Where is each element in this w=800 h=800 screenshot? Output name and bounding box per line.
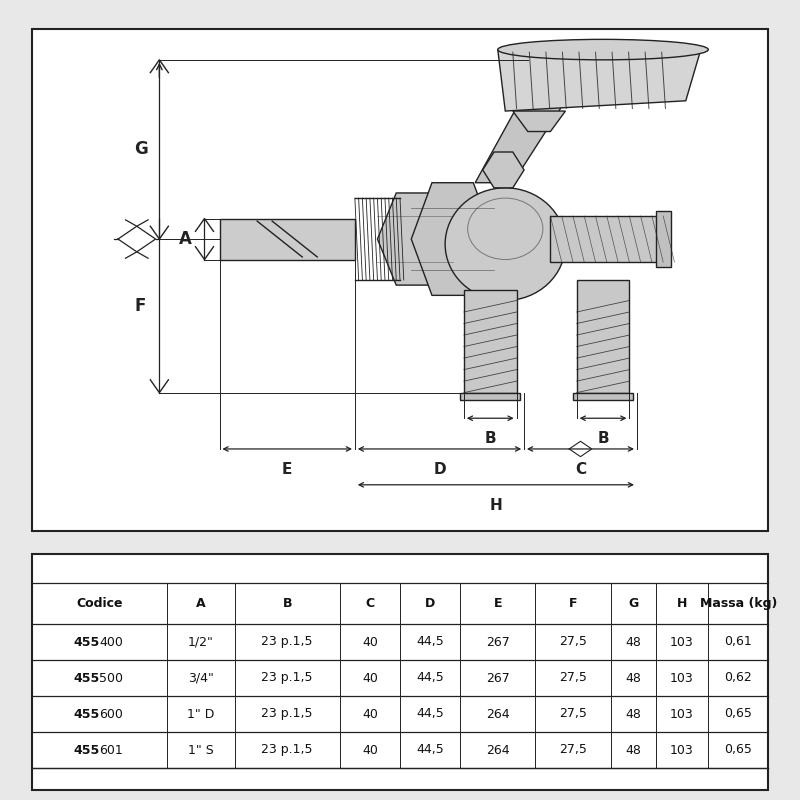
Text: 23 p.1,5: 23 p.1,5 (262, 743, 313, 757)
Text: 264: 264 (486, 743, 510, 757)
Text: 455: 455 (73, 707, 99, 721)
Text: 103: 103 (670, 743, 694, 757)
Text: 48: 48 (625, 671, 641, 685)
Text: Massa (kg): Massa (kg) (700, 597, 777, 610)
Polygon shape (498, 50, 701, 111)
Text: H: H (490, 498, 502, 513)
Text: 23 p.1,5: 23 p.1,5 (262, 635, 313, 649)
Text: 44,5: 44,5 (416, 671, 444, 685)
Text: 0,65: 0,65 (725, 743, 752, 757)
Text: 601: 601 (99, 743, 123, 757)
Text: B: B (485, 431, 496, 446)
Text: E: E (494, 597, 502, 610)
Ellipse shape (445, 188, 566, 301)
Text: 1/2": 1/2" (188, 635, 214, 649)
Text: 0,62: 0,62 (725, 671, 752, 685)
Text: A: A (179, 230, 192, 248)
Text: 44,5: 44,5 (416, 707, 444, 721)
Text: C: C (575, 462, 586, 477)
Text: 267: 267 (486, 635, 510, 649)
Text: G: G (628, 597, 638, 610)
Text: 0,65: 0,65 (725, 707, 752, 721)
Text: D: D (433, 462, 446, 477)
Text: 600: 600 (99, 707, 123, 721)
Text: 27,5: 27,5 (559, 671, 587, 685)
Text: 27,5: 27,5 (559, 707, 587, 721)
Text: B: B (598, 431, 609, 446)
Text: 455: 455 (73, 671, 99, 685)
Text: F: F (569, 597, 578, 610)
Text: 27,5: 27,5 (559, 743, 587, 757)
Text: H: H (677, 597, 687, 610)
Text: A: A (196, 597, 206, 610)
Text: B: B (282, 597, 292, 610)
Text: 267: 267 (486, 671, 510, 685)
Text: 0,61: 0,61 (725, 635, 752, 649)
Text: 44,5: 44,5 (416, 635, 444, 649)
Text: F: F (135, 297, 146, 314)
Text: C: C (366, 597, 374, 610)
Text: 103: 103 (670, 635, 694, 649)
Bar (550, 216, 663, 262)
Text: 455: 455 (73, 743, 99, 757)
Text: 3/4": 3/4" (188, 671, 214, 685)
Text: 500: 500 (99, 671, 123, 685)
Text: 48: 48 (625, 743, 641, 757)
Bar (460, 393, 520, 400)
Text: E: E (282, 462, 292, 477)
Text: 40: 40 (362, 707, 378, 721)
Text: 40: 40 (362, 635, 378, 649)
Ellipse shape (498, 39, 708, 60)
Polygon shape (482, 152, 524, 188)
Text: 455: 455 (73, 635, 99, 649)
Polygon shape (411, 182, 494, 295)
Polygon shape (378, 193, 453, 285)
Text: G: G (134, 141, 147, 158)
Text: 103: 103 (670, 671, 694, 685)
Text: 48: 48 (625, 635, 641, 649)
Text: 40: 40 (362, 671, 378, 685)
Text: Codice: Codice (76, 597, 122, 610)
Polygon shape (513, 111, 566, 131)
Text: 23 p.1,5: 23 p.1,5 (262, 707, 313, 721)
Text: 44,5: 44,5 (416, 743, 444, 757)
Bar (573, 393, 633, 400)
Text: 400: 400 (99, 635, 123, 649)
Text: 27,5: 27,5 (559, 635, 587, 649)
Text: 48: 48 (625, 707, 641, 721)
Text: 103: 103 (670, 707, 694, 721)
Text: 264: 264 (486, 707, 510, 721)
Text: 1" S: 1" S (188, 743, 214, 757)
Bar (219, 218, 355, 259)
Bar (464, 290, 517, 393)
Text: 23 p.1,5: 23 p.1,5 (262, 671, 313, 685)
Bar (656, 211, 670, 267)
Bar (577, 280, 630, 393)
Text: 40: 40 (362, 743, 378, 757)
Polygon shape (475, 101, 566, 182)
Text: 1" D: 1" D (187, 707, 214, 721)
Text: D: D (425, 597, 435, 610)
